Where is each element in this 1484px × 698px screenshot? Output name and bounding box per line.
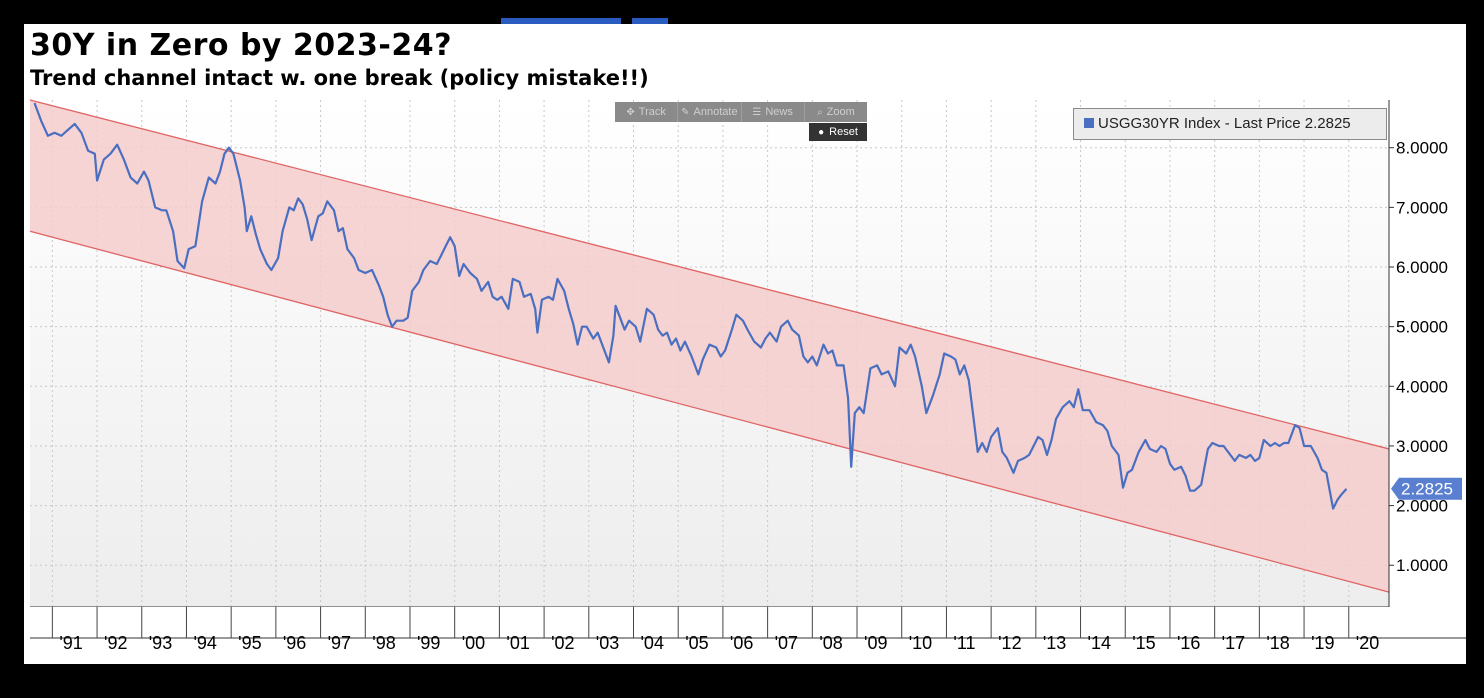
legend-label: USGG30YR Index - Last Price 2.2825 (1098, 115, 1351, 132)
circle-icon: ● (818, 127, 825, 138)
x-axis-band (30, 607, 1466, 638)
annotate-label: Annotate (693, 106, 738, 118)
x-tick-label: '03 (596, 633, 619, 653)
x-tick-label: '12 (998, 633, 1021, 653)
x-tick-label: '95 (238, 633, 261, 653)
x-tick-label: '99 (417, 633, 440, 653)
channel-upper-line (29, 99, 1390, 450)
x-tick-label: '10 (909, 633, 932, 653)
x-tick-label: '94 (193, 633, 216, 653)
x-tick-label: '07 (775, 633, 798, 653)
crosshair-icon: ✥ (626, 107, 635, 118)
zoom-button[interactable]: ⌕ Zoom (805, 102, 867, 122)
y-tick-label: 5.0000 (1396, 318, 1448, 337)
x-tick-label: '04 (641, 633, 664, 653)
news-button[interactable]: ☰ News (742, 102, 805, 122)
x-tick-label: '18 (1266, 633, 1289, 653)
newspaper-icon: ☰ (752, 107, 762, 118)
x-tick-label: '05 (685, 633, 708, 653)
annotate-button[interactable]: ✎ Annotate (678, 102, 742, 122)
legend-swatch (1084, 118, 1094, 128)
y-tick-label: 3.0000 (1396, 437, 1448, 456)
pencil-icon: ✎ (681, 107, 690, 118)
x-tick-label: '01 (506, 633, 529, 653)
y-tick-label: 6.0000 (1396, 258, 1448, 277)
series-layer (33, 102, 1348, 510)
news-label: News (765, 106, 793, 118)
x-tick-label: '09 (864, 633, 887, 653)
last-value-tag-label: 2.2825 (1401, 480, 1453, 499)
track-label: Track (638, 106, 666, 118)
chart-title: 30Y in Zero by 2023-24? (30, 28, 453, 63)
price-chart: 1.0000 2.0000 3.0000 4.0000 5.0000 6.0000 7.00… (29, 99, 1466, 653)
last-value-tag: 2.2825 (1391, 477, 1462, 500)
x-tick-label: '14 (1088, 633, 1111, 653)
x-tick-label: '97 (328, 633, 351, 653)
chart-frame: 1.0000 2.0000 3.0000 4.0000 5.0000 6.0000 7.00… (24, 24, 1466, 664)
x-tick-label: '02 (551, 633, 574, 653)
x-tick-label: '92 (104, 633, 127, 653)
x-tick-label: '11 (953, 633, 975, 653)
x-tick-label: '00 (462, 633, 485, 653)
axes (30, 100, 1466, 639)
y-tick-label: 2.0000 (1396, 497, 1448, 516)
x-tick-label: '16 (1177, 633, 1200, 653)
y-tick-label: 1.0000 (1396, 556, 1448, 575)
x-tick-label: '91 (59, 633, 82, 653)
x-tick-label: '96 (283, 633, 306, 653)
reset-button[interactable]: ● Reset (809, 123, 867, 141)
reset-label: Reset (829, 126, 858, 138)
y-tick-label: 7.0000 (1396, 198, 1448, 217)
chart-legend: USGG30YR Index - Last Price 2.2825 (1073, 108, 1387, 140)
chart-subtitle: Trend channel intact w. one break (polic… (30, 66, 649, 90)
top-tab-left (501, 18, 621, 24)
series-line (33, 102, 1348, 510)
x-tick-label: '19 (1311, 633, 1334, 653)
y-tick-label: 8.0000 (1396, 139, 1448, 158)
x-tick-label: '98 (372, 633, 395, 653)
y-tick-label: 4.0000 (1396, 377, 1448, 396)
track-button[interactable]: ✥ Track (615, 102, 679, 122)
x-tick-label: '13 (1043, 633, 1066, 653)
x-tick-label: '08 (819, 633, 842, 653)
x-tick-label: '93 (149, 633, 172, 653)
x-tick-label: '06 (730, 633, 753, 653)
x-tick-label: '20 (1356, 633, 1379, 653)
x-tick-label: '17 (1222, 633, 1245, 653)
zoom-label: Zoom (826, 106, 855, 118)
x-tick-label: '15 (1132, 633, 1155, 653)
x-axis-ticks: '91 '92 '93 '94 '95 '96 '97 '98 '99 '00 '01 '02 '03 '… (51, 607, 1379, 653)
magnifier-icon: ⌕ (817, 107, 823, 118)
channel-lower-line (29, 230, 1390, 593)
chart-toolbar: ✥ Track ✎ Annotate ☰ News ⌕ Zoom (615, 102, 867, 122)
top-tab-right (632, 18, 668, 24)
last-value-tag-bg (1391, 477, 1462, 500)
y-axis-ticks: 1.0000 2.0000 3.0000 4.0000 5.0000 6.0000 7.00… (1389, 139, 1448, 575)
